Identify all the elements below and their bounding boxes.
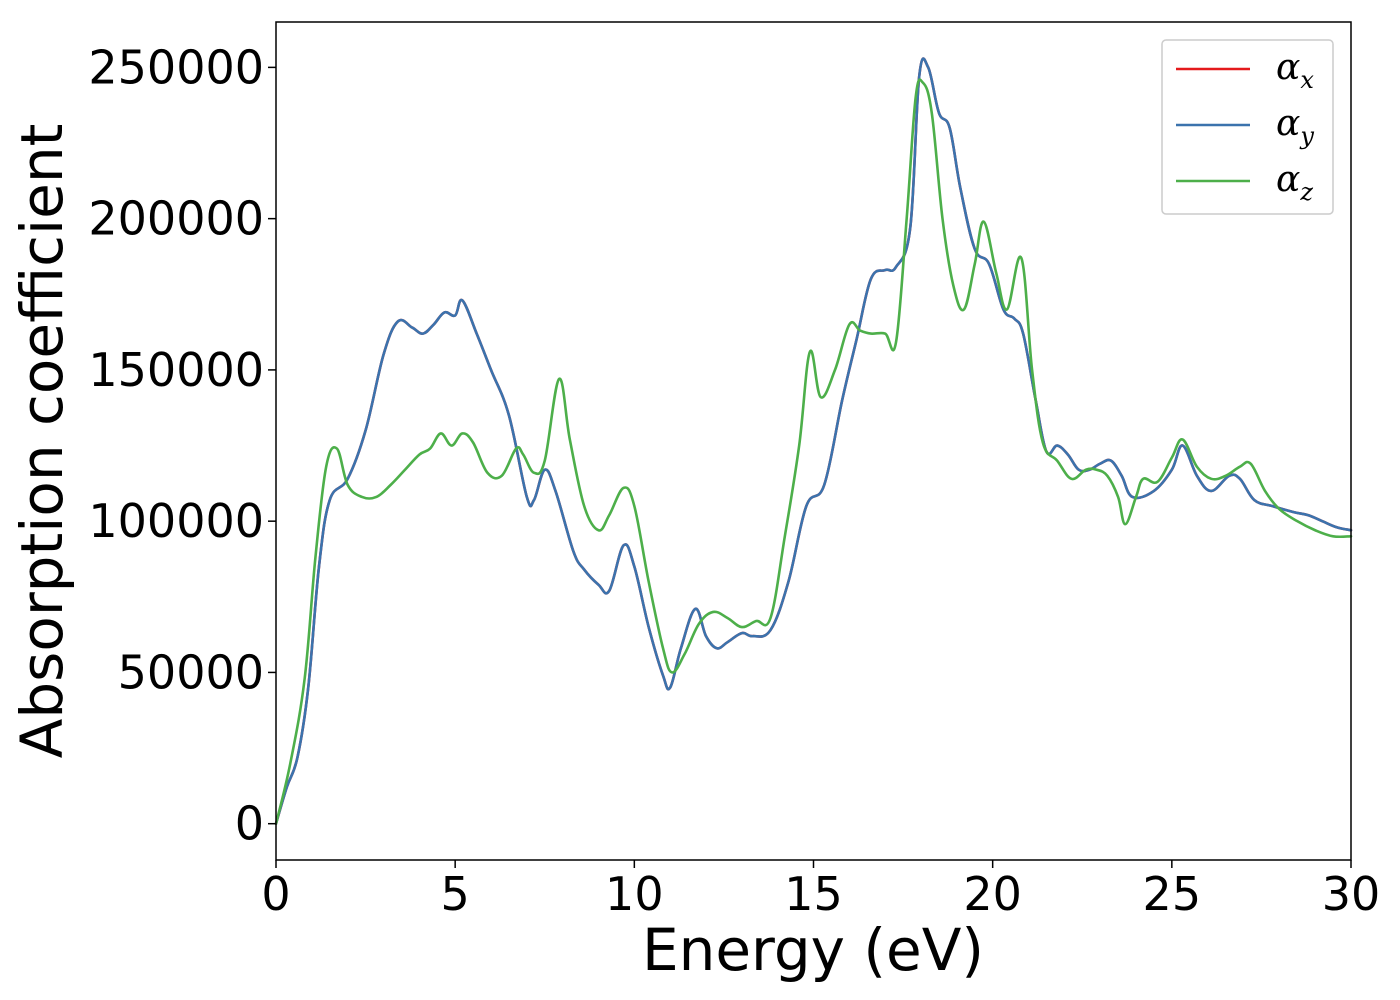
x-tick-label: 0: [261, 867, 290, 921]
series-line-z: [274, 78, 1353, 825]
y-tick-label: 0: [235, 797, 264, 851]
x-axis-label: Energy (eV): [642, 916, 984, 984]
y-tick-label: 100000: [88, 494, 264, 548]
legend-box: [1161, 39, 1334, 215]
x-tick-label: 15: [784, 867, 843, 921]
x-tick-label: 30: [1322, 867, 1381, 921]
x-tick-label: 20: [963, 867, 1022, 921]
y-tick-label: 150000: [88, 343, 264, 397]
y-axis-label: Absorption coefficient: [8, 124, 76, 759]
legend-subscript-y: y: [1299, 122, 1314, 150]
x-axis-ticks: 0 5 10 15 20 25 30: [261, 860, 1380, 921]
x-tick-label: 5: [441, 867, 470, 921]
y-tick-label: 200000: [88, 192, 264, 246]
x-tick-label: 10: [605, 867, 664, 921]
series-layer: [274, 57, 1353, 825]
y-axis-ticks: 0 50000 100000 150000 200000 250000: [88, 40, 276, 851]
legend-subscript-z: z: [1299, 178, 1313, 206]
y-tick-label: 50000: [118, 645, 264, 699]
x-tick-label: 25: [1143, 867, 1202, 921]
y-tick-label: 250000: [88, 40, 264, 94]
series-line-y: [274, 57, 1353, 825]
legend-subscript-x: x: [1300, 66, 1314, 94]
